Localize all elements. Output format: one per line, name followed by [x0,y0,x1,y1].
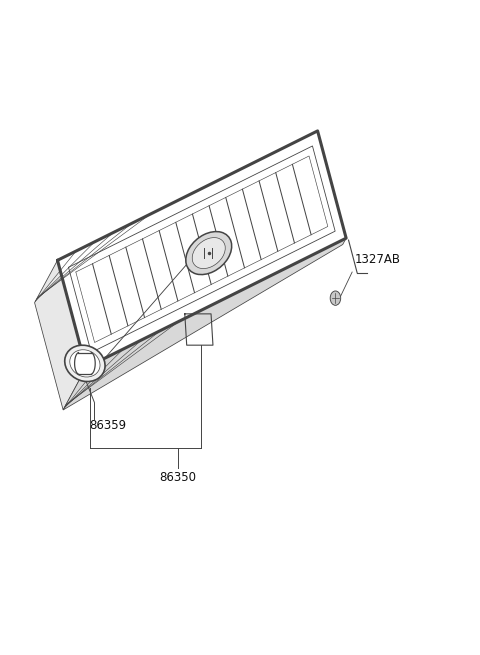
Circle shape [330,291,341,305]
Ellipse shape [70,350,100,377]
Text: 86359: 86359 [90,419,127,432]
Polygon shape [35,260,86,410]
Ellipse shape [192,238,225,269]
Text: 1327AB: 1327AB [355,253,400,265]
Polygon shape [63,238,346,410]
Text: 86350: 86350 [159,471,196,484]
Ellipse shape [65,345,105,382]
Ellipse shape [186,232,232,274]
